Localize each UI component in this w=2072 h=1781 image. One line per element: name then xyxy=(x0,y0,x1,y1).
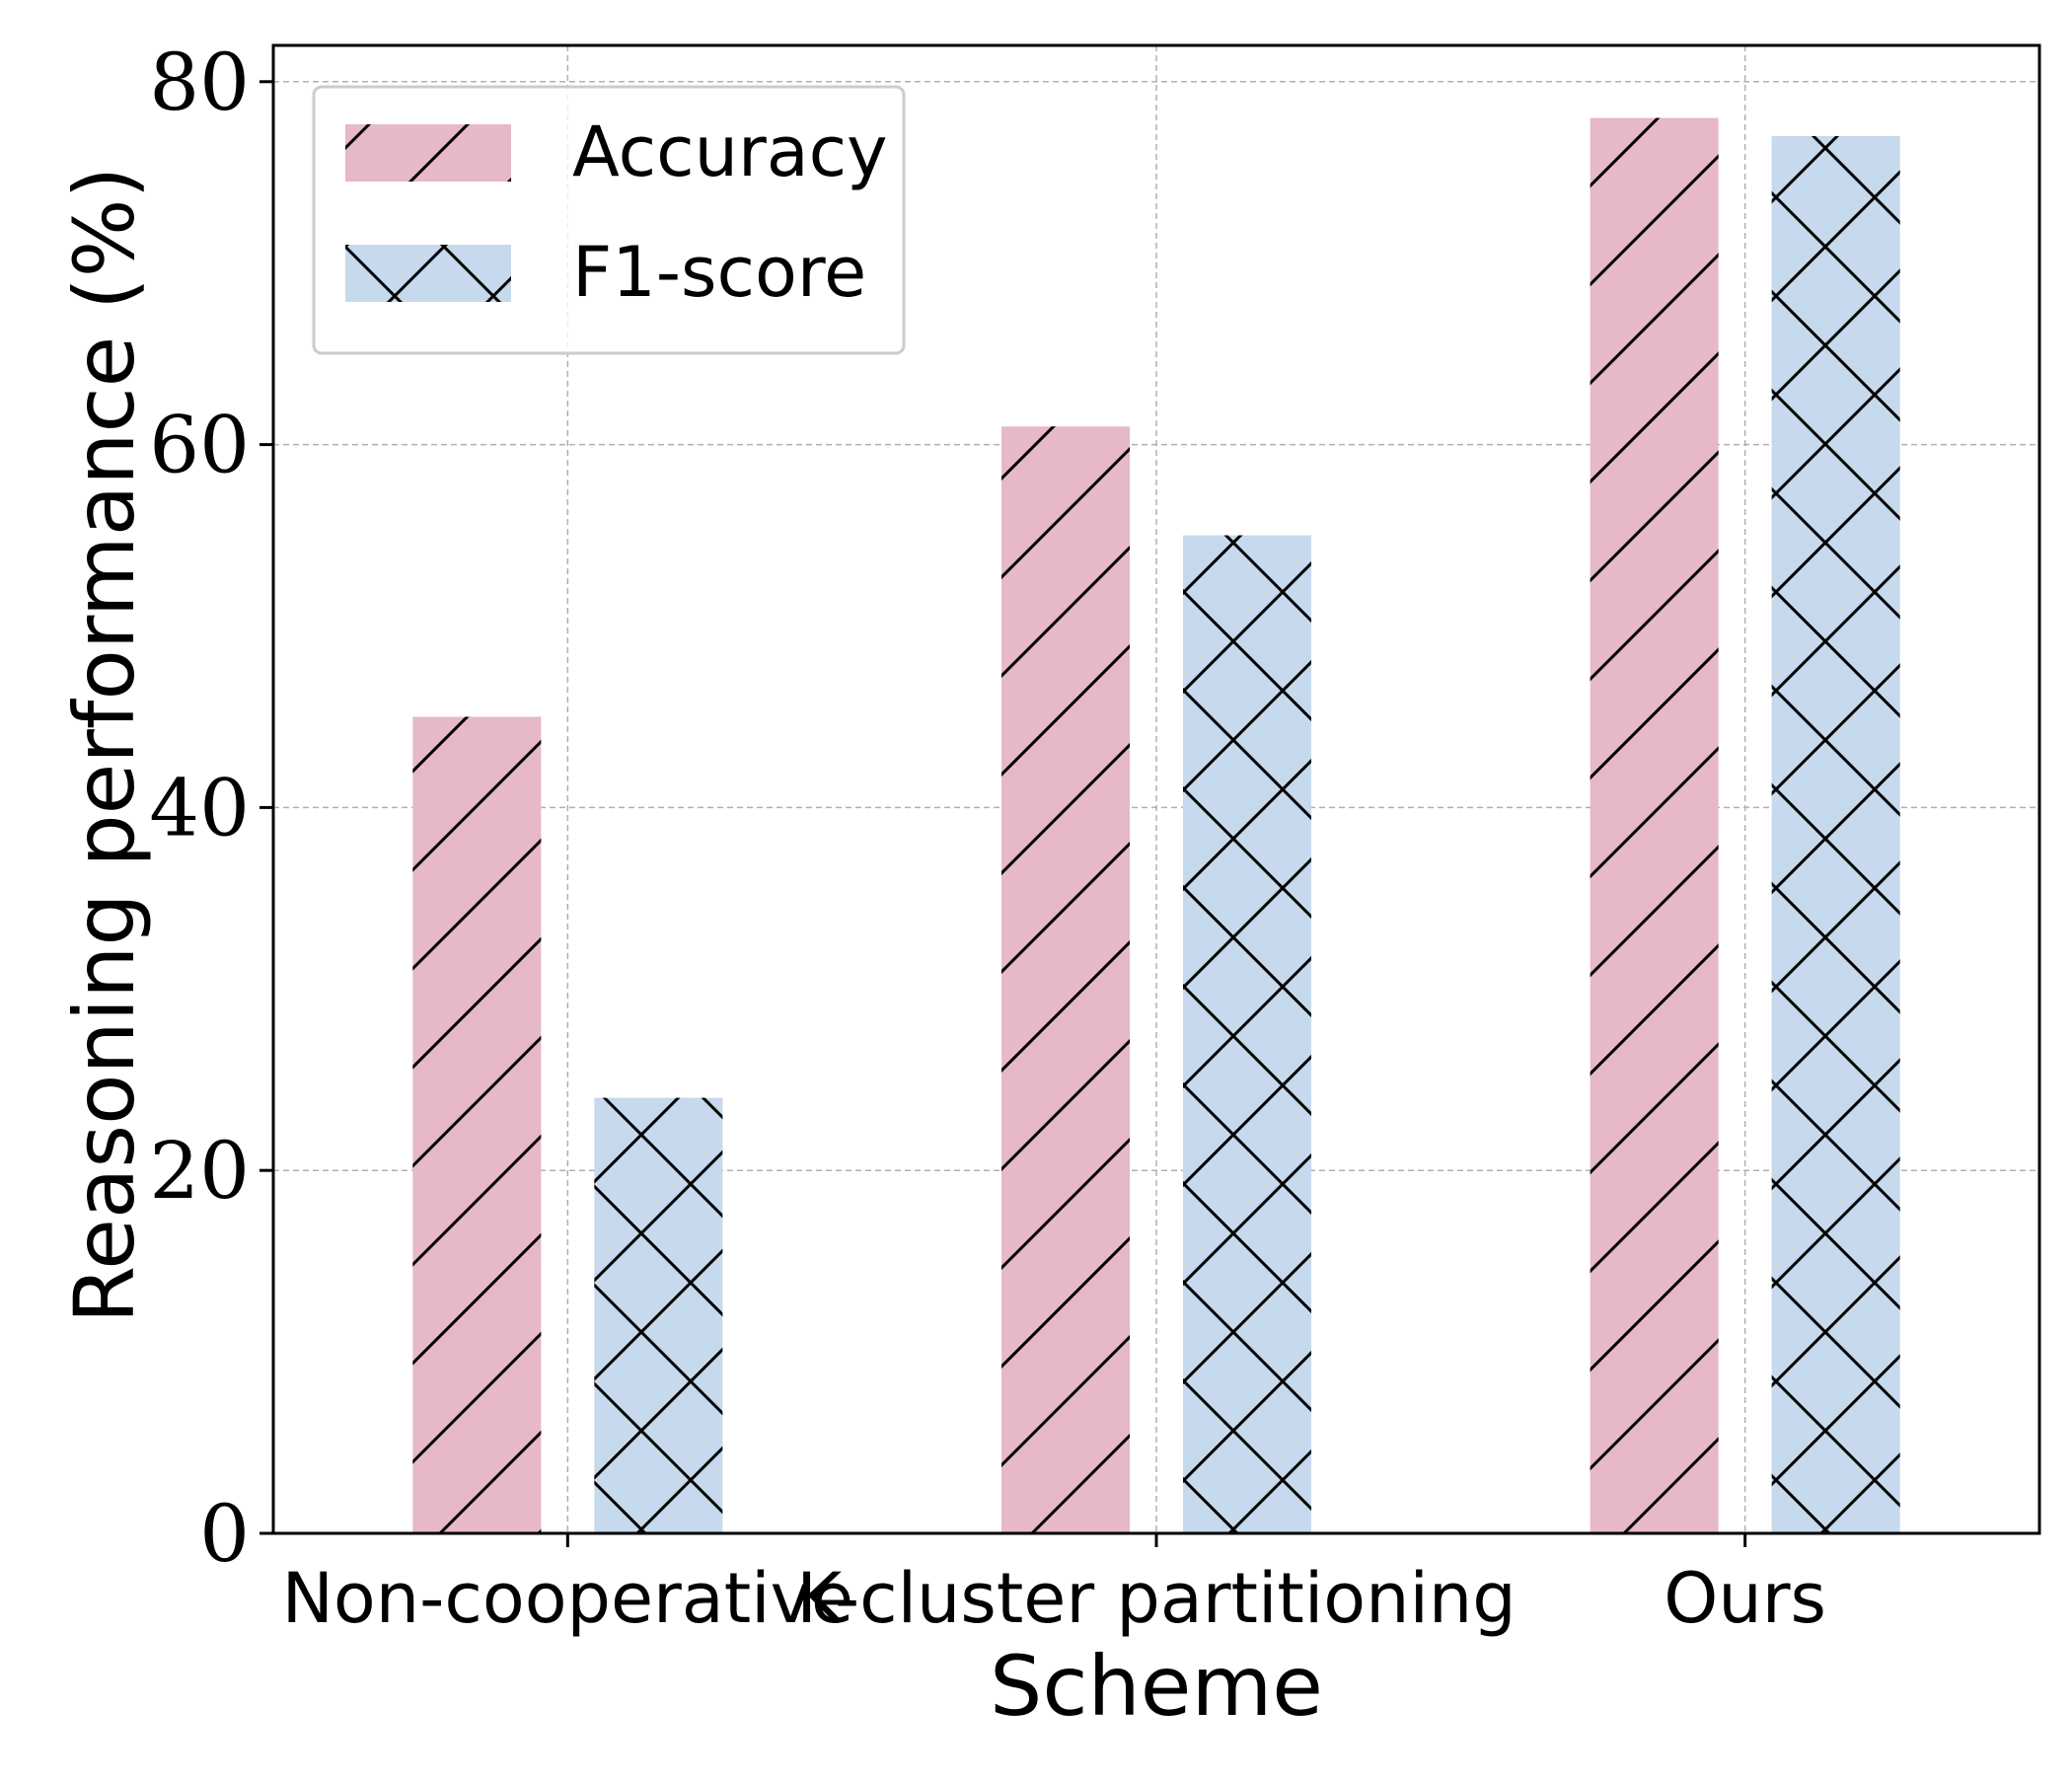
bar-hatch xyxy=(594,1097,723,1533)
legend-label: F1-score xyxy=(572,232,866,313)
x-axis-title: Scheme xyxy=(990,1638,1323,1735)
y-axis-title: Reasoning performance (%) xyxy=(56,167,153,1324)
x-tick-label: Ours xyxy=(1664,1558,1826,1639)
grid-layer xyxy=(273,45,2039,1534)
legend-label: Accuracy xyxy=(572,111,888,192)
legend: Accuracy F1-score xyxy=(312,85,906,355)
bar-hatch xyxy=(1590,117,1719,1533)
y-tick-label: 80 xyxy=(149,37,250,128)
bars-layer xyxy=(412,117,1900,1534)
legend-swatch-hatch xyxy=(345,124,511,182)
y-tick-label: 40 xyxy=(149,762,250,853)
legend-swatch-hatch xyxy=(345,245,511,302)
y-tick-label: 60 xyxy=(149,400,250,491)
y-tick-label: 20 xyxy=(149,1125,250,1217)
x-tick-label: Non-cooperative xyxy=(282,1558,854,1639)
x-tick-label: K-cluster partitioning xyxy=(796,1558,1516,1639)
bar-hatch xyxy=(1001,426,1130,1534)
bar-hatch xyxy=(412,716,542,1533)
bar-hatch xyxy=(1771,135,1900,1534)
bar-hatch xyxy=(1183,535,1311,1533)
y-tick-label: 0 xyxy=(199,1488,250,1580)
